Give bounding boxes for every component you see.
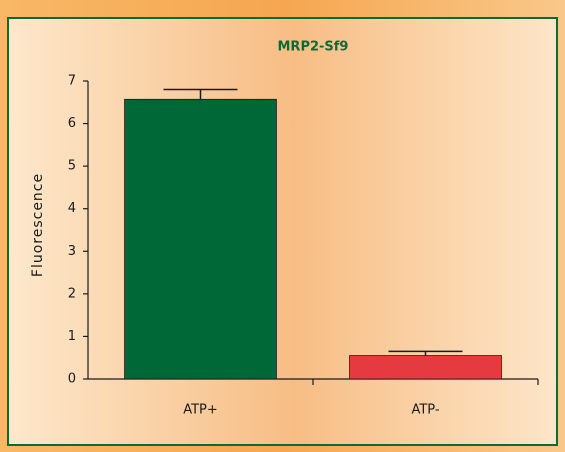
y-tick-label: 4 [68, 201, 76, 216]
chart-title: MRP2-Sf9 [278, 40, 349, 55]
x-tick-label: ATP- [411, 403, 439, 418]
y-axis-label: Fluorescence [30, 173, 46, 277]
y-tick-label: 7 [68, 74, 76, 89]
bar [124, 98, 277, 380]
y-tick-label: 2 [68, 286, 76, 301]
y-tick-label: 3 [68, 244, 76, 259]
y-tick-label: 1 [68, 329, 76, 344]
y-tick-label: 6 [68, 116, 76, 131]
y-tick-label: 5 [68, 159, 76, 174]
panel [7, 17, 558, 446]
bar [349, 355, 502, 380]
y-tick-label: 0 [68, 372, 76, 387]
error-bar [163, 88, 238, 100]
x-tick-label: ATP+ [183, 403, 218, 418]
error-bar [388, 350, 463, 356]
